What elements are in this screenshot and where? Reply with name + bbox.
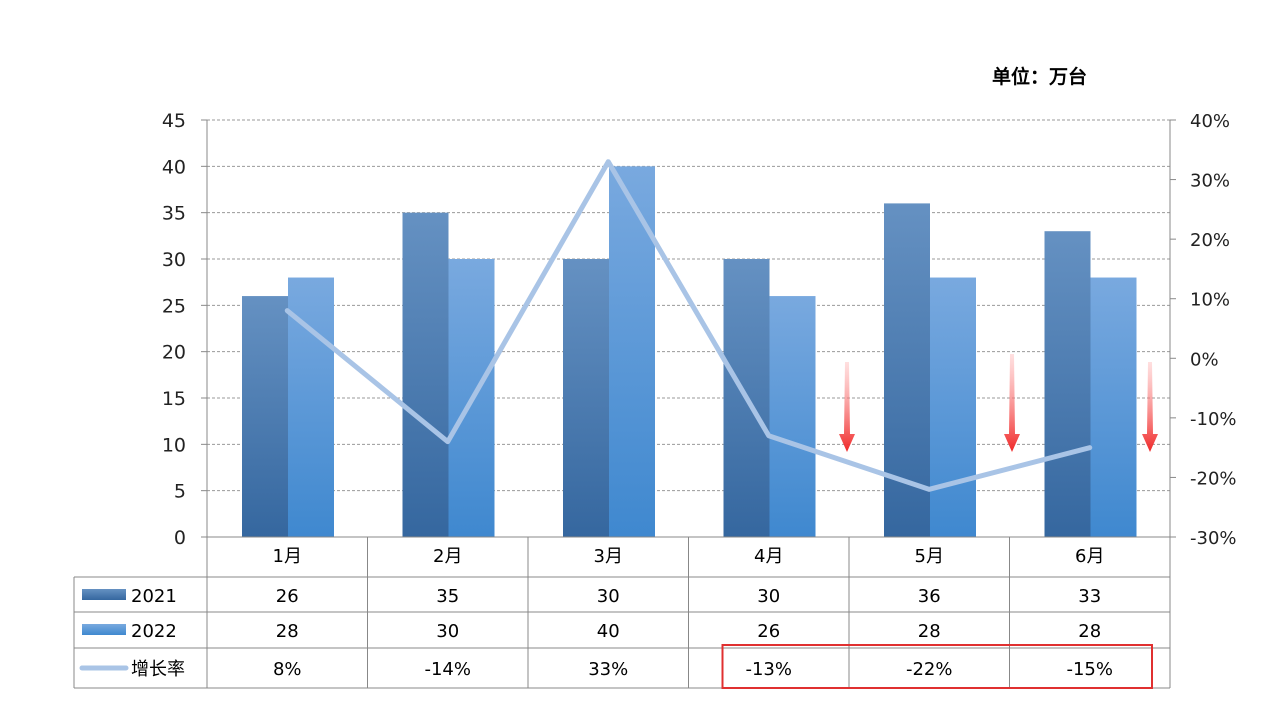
category-label: 5月 <box>915 546 944 567</box>
bar-2022 <box>930 277 976 537</box>
table-cell: 33 <box>1078 586 1101 607</box>
bar-2021 <box>563 259 609 537</box>
bar-2022 <box>1090 277 1137 537</box>
left-axis-tick: 35 <box>162 203 186 225</box>
legend-label: 2022 <box>131 621 177 642</box>
bar-2021 <box>1044 231 1091 537</box>
left-axis-tick: 5 <box>174 481 186 503</box>
right-axis-tick: -10% <box>1190 409 1237 430</box>
category-label: 3月 <box>594 546 623 567</box>
left-axis-tick: 0 <box>174 527 186 549</box>
growth-rate-cell: 33% <box>588 659 628 680</box>
category-label: 1月 <box>273 546 302 567</box>
table-cell: 26 <box>757 621 780 642</box>
table-cell: 28 <box>918 621 941 642</box>
growth-rate-cell: -14% <box>424 659 471 680</box>
right-axis-tick: 40% <box>1190 111 1230 132</box>
growth-rate-cell: -13% <box>745 659 792 680</box>
bar-2021 <box>402 212 449 537</box>
left-axis-tick: 40 <box>162 156 186 178</box>
table-cell: 26 <box>276 586 299 607</box>
left-axis-tick: 45 <box>162 110 186 132</box>
growth-rate-cell: 8% <box>273 659 302 680</box>
category-label: 2月 <box>433 546 462 567</box>
table-cell: 30 <box>757 586 780 607</box>
right-axis-tick: -30% <box>1190 528 1237 549</box>
right-axis-tick: 0% <box>1190 349 1219 370</box>
growth-rate-cell: -22% <box>906 659 953 680</box>
right-axis-tick: 20% <box>1190 230 1230 251</box>
left-axis-tick: 30 <box>162 249 186 271</box>
legend-swatch-2022 <box>82 624 126 635</box>
table-cell: 28 <box>1078 621 1101 642</box>
down-arrow-icon <box>1142 362 1158 452</box>
growth-rate-cell: -15% <box>1066 659 1113 680</box>
left-axis-tick: 25 <box>162 295 186 317</box>
growth-rate-line <box>284 159 1093 492</box>
bar-2022 <box>288 277 334 537</box>
table-cell: 30 <box>597 586 620 607</box>
table-cell: 40 <box>597 621 620 642</box>
highlight-box <box>721 644 1153 689</box>
category-label: 6月 <box>1075 546 1104 567</box>
bar-2022 <box>609 166 655 538</box>
left-axis-tick: 15 <box>162 388 186 410</box>
right-axis-tick: 30% <box>1190 171 1230 192</box>
table-cell: 35 <box>436 586 459 607</box>
right-axis-tick: 10% <box>1190 290 1230 311</box>
bar-2021 <box>242 296 288 537</box>
down-arrow-icon <box>1004 354 1020 452</box>
legend-label: 2021 <box>131 586 177 607</box>
bar-2022 <box>769 296 816 537</box>
table-cell: 30 <box>436 621 459 642</box>
down-arrow-icon <box>839 362 855 452</box>
left-axis-tick: 10 <box>162 434 186 456</box>
table-cell: 36 <box>918 586 941 607</box>
right-axis-tick: -20% <box>1190 468 1237 489</box>
left-axis-tick: 20 <box>162 342 186 364</box>
legend-swatch-2021 <box>82 589 126 600</box>
legend-label: 增长率 <box>131 659 185 680</box>
unit-label: 单位：万台 <box>992 66 1088 88</box>
table-cell: 28 <box>276 621 299 642</box>
category-label: 4月 <box>754 546 783 567</box>
